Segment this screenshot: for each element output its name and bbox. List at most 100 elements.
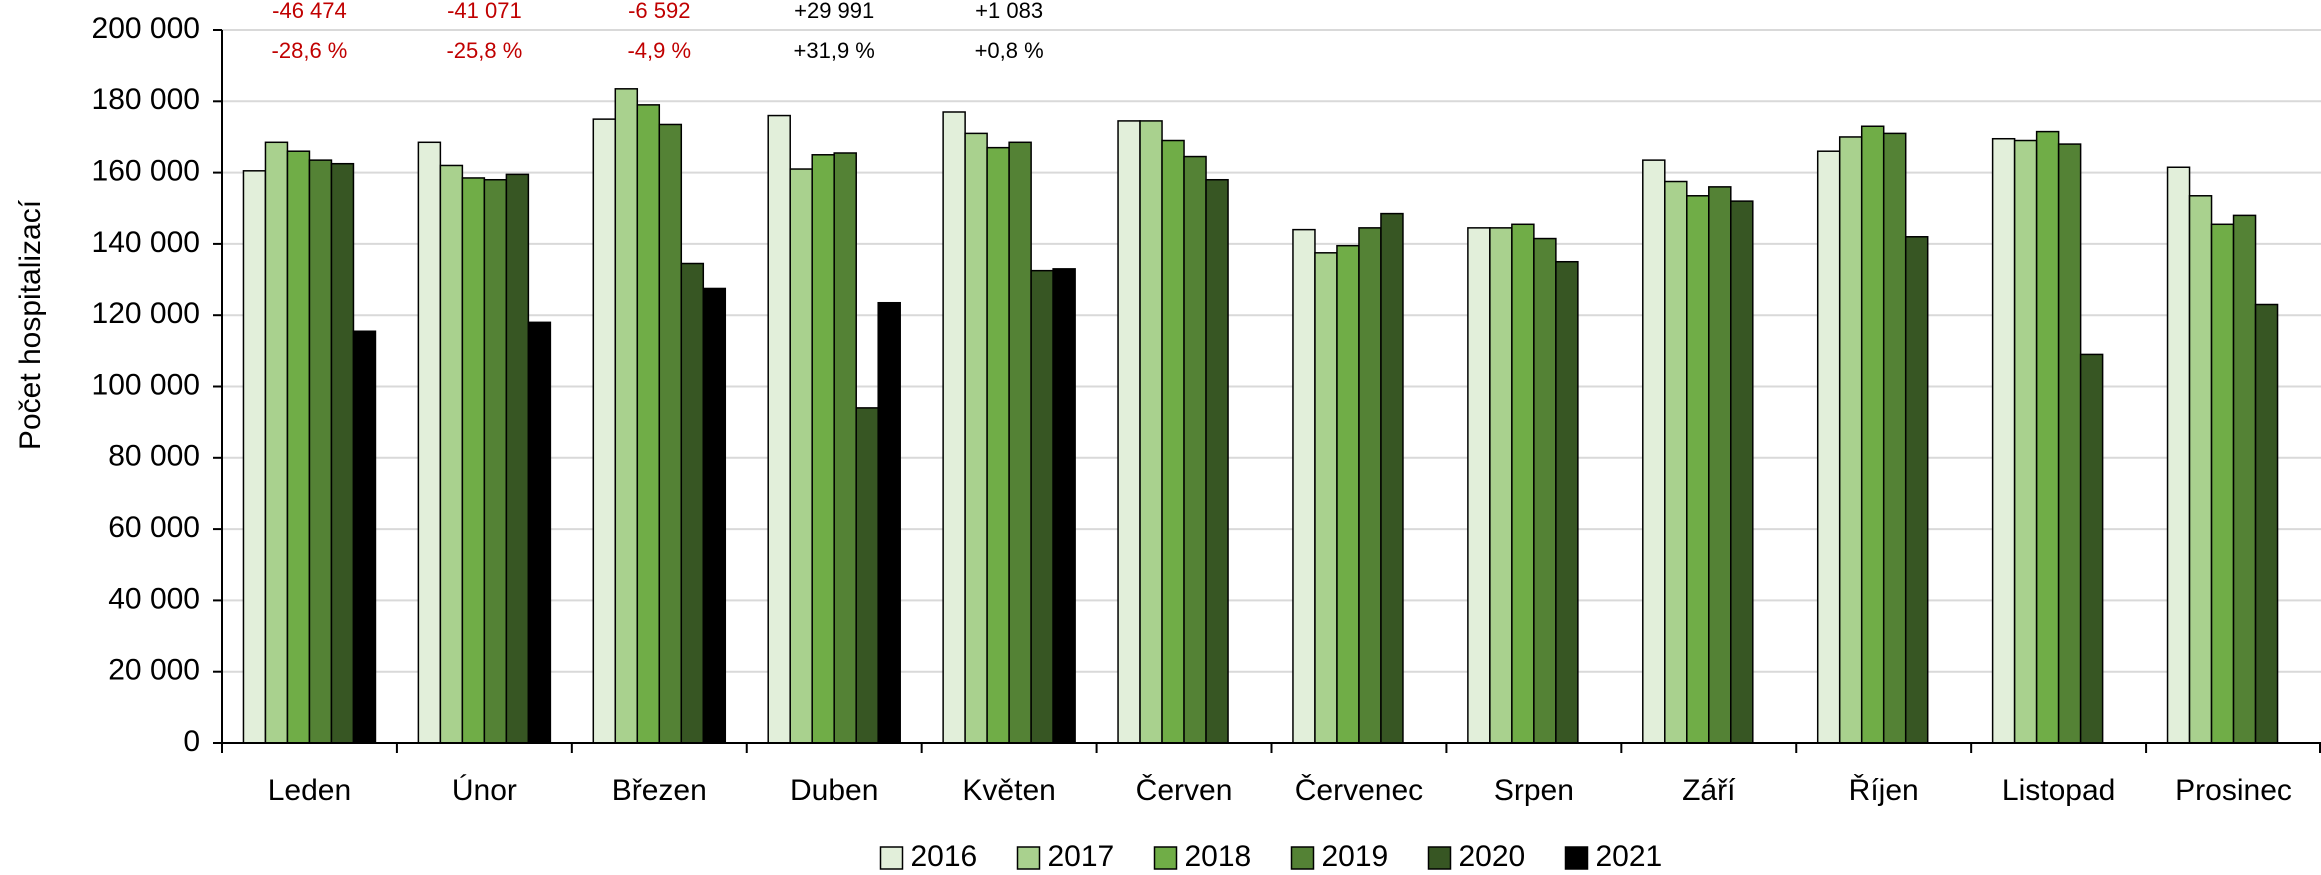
legend-swatch — [1564, 846, 1589, 870]
y-tick-label: 140 000 — [92, 226, 200, 259]
x-tick-label: Květen — [962, 774, 1055, 807]
bar — [417, 141, 442, 744]
bar — [1380, 212, 1404, 744]
bar — [1882, 132, 1907, 744]
legend-swatch — [1153, 846, 1178, 870]
bar — [330, 162, 355, 744]
bar — [505, 173, 530, 744]
y-tick-label: 80 000 — [108, 440, 200, 473]
bar — [1511, 223, 1535, 744]
annotation-difference: +29 991 — [794, 0, 874, 23]
bar — [2254, 303, 2279, 744]
bar — [1708, 186, 1732, 744]
legend-swatch — [1016, 846, 1041, 870]
bar — [1314, 252, 1338, 744]
bar — [680, 262, 705, 744]
y-tick-label: 160 000 — [92, 155, 200, 188]
bar — [964, 132, 988, 744]
bar — [1292, 228, 1316, 744]
bar — [1664, 180, 1688, 744]
bar — [1642, 159, 1666, 744]
bar — [1904, 236, 1929, 744]
bar — [1838, 136, 1863, 744]
legend-swatch — [1427, 846, 1452, 870]
annotation-difference: +1 083 — [975, 0, 1043, 23]
annotation-percent: -4,9 % — [627, 38, 691, 63]
bar — [877, 301, 901, 744]
bar — [1991, 137, 2016, 744]
annotation-percent: +31,9 % — [794, 38, 875, 63]
x-tick-label: Listopad — [2002, 774, 2115, 807]
bar — [527, 321, 552, 744]
bar — [1008, 141, 1032, 744]
bar — [1183, 155, 1207, 744]
y-tick-label: 200 000 — [92, 12, 200, 45]
legend-label: 2021 — [1596, 840, 1663, 873]
bar — [636, 104, 661, 744]
bar — [2210, 223, 2235, 744]
legend-swatch — [1290, 846, 1315, 870]
bar — [2013, 139, 2038, 744]
bar — [1730, 200, 1754, 744]
bar — [1052, 268, 1076, 744]
annotation-percent: -25,8 % — [446, 38, 522, 63]
bar — [614, 88, 639, 744]
bar — [942, 111, 966, 744]
bar — [2232, 214, 2257, 744]
legend-swatch — [879, 846, 904, 870]
y-axis-title: Počet hospitalizací — [14, 199, 47, 450]
bar — [264, 141, 289, 744]
y-tick-label: 20 000 — [108, 654, 200, 687]
annotation-difference: -6 592 — [628, 0, 690, 23]
x-tick-label: Červenec — [1295, 773, 1423, 807]
bar — [1161, 139, 1185, 744]
x-tick-label: Říjen — [1849, 774, 1919, 807]
y-tick-label: 60 000 — [108, 511, 200, 544]
y-tick-label: 0 — [183, 725, 200, 758]
bar — [811, 154, 835, 744]
x-tick-label: Březen — [612, 774, 707, 807]
bar — [1860, 125, 1885, 744]
bar — [1489, 227, 1513, 744]
annotation-percent: -28,6 % — [272, 38, 348, 63]
bar — [461, 177, 486, 744]
bar — [1686, 195, 1710, 744]
bar — [286, 150, 311, 744]
bar — [483, 178, 508, 744]
bar — [1030, 269, 1054, 744]
legend-label: 2020 — [1459, 840, 1526, 873]
y-tick-label: 180 000 — [92, 83, 200, 116]
bar — [2057, 143, 2082, 744]
annotation-difference: -41 071 — [447, 0, 522, 23]
bar — [2188, 195, 2213, 744]
bar — [702, 287, 727, 744]
x-tick-label: Únor — [452, 774, 517, 807]
bar — [1816, 150, 1841, 744]
bar — [308, 159, 333, 744]
bar — [2079, 353, 2104, 744]
legend-label: 2016 — [911, 840, 978, 873]
bar — [986, 146, 1010, 744]
x-tick-label: Prosinec — [2175, 774, 2292, 807]
legend-label: 2019 — [1322, 840, 1389, 873]
bar — [855, 407, 879, 744]
x-tick-label: Červen — [1136, 773, 1233, 807]
bar — [1336, 244, 1360, 744]
bar — [2035, 130, 2060, 744]
bar — [1533, 237, 1557, 744]
bar — [789, 168, 813, 744]
y-tick-label: 40 000 — [108, 582, 200, 615]
bar — [1467, 227, 1491, 744]
bar — [439, 164, 464, 744]
x-tick-label: Září — [1682, 774, 1736, 807]
bar — [242, 170, 267, 744]
y-tick-label: 100 000 — [92, 368, 200, 401]
bar — [767, 114, 791, 744]
legend-label: 2018 — [1185, 840, 1252, 873]
annotation-difference: -46 474 — [272, 0, 347, 23]
x-tick-label: Srpen — [1494, 774, 1574, 807]
bar — [1139, 120, 1163, 744]
bar — [1555, 260, 1579, 744]
bar — [1117, 120, 1141, 744]
